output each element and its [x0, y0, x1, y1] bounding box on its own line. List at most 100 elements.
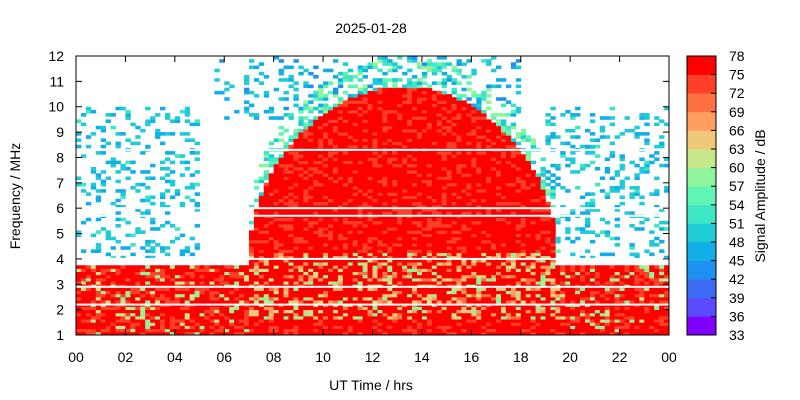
heatmap-cell	[248, 290, 255, 295]
heatmap-cell	[150, 322, 156, 326]
heatmap-cell	[436, 160, 443, 165]
heatmap-cell	[189, 322, 195, 326]
heatmap-cell	[496, 182, 502, 187]
heatmap-cell	[268, 281, 275, 285]
heatmap-cell	[347, 113, 354, 117]
heatmap-cell	[288, 195, 294, 200]
heatmap-cell	[298, 268, 304, 272]
heatmap-cell	[461, 62, 467, 66]
heatmap-cell	[313, 220, 319, 225]
heatmap-cell	[278, 277, 284, 282]
heatmap-cell	[303, 185, 309, 190]
heatmap-cell	[392, 78, 398, 82]
heatmap-cell	[382, 132, 388, 136]
heatmap-cell	[441, 205, 448, 209]
heatmap-cell	[342, 138, 349, 142]
heatmap-cell	[263, 271, 270, 276]
heatmap-cell	[244, 271, 250, 276]
heatmap-cell	[130, 265, 136, 269]
heatmap-cell	[412, 277, 418, 282]
heatmap-cell	[500, 300, 507, 304]
heatmap-cell	[85, 309, 92, 314]
heatmap-cell	[258, 258, 265, 263]
heatmap-cell	[313, 144, 319, 149]
heatmap-cell	[248, 325, 255, 330]
heatmap-cell	[105, 160, 111, 165]
heatmap-cell	[446, 331, 452, 336]
heatmap-cell	[347, 189, 354, 193]
heatmap-cell	[298, 312, 304, 317]
heatmap-cell	[298, 243, 304, 247]
heatmap-cell	[224, 116, 230, 120]
heatmap-cell	[209, 328, 215, 333]
heatmap-cell	[337, 192, 344, 196]
heatmap-cell	[204, 322, 210, 326]
heatmap-cell	[303, 182, 309, 187]
heatmap-cell	[318, 192, 324, 196]
heatmap-cell	[496, 300, 502, 304]
heatmap-cell	[466, 113, 472, 117]
heatmap-cell	[436, 331, 443, 336]
heatmap-cell	[387, 274, 393, 279]
heatmap-cell	[100, 268, 107, 272]
heatmap-cell	[248, 230, 255, 234]
heatmap-cell	[367, 109, 373, 114]
heatmap-cell	[160, 224, 166, 228]
heatmap-cell	[253, 78, 260, 82]
heatmap-cell	[332, 59, 339, 63]
heatmap-cell	[268, 296, 275, 301]
heatmap-cell	[476, 179, 482, 184]
heatmap-cell	[110, 125, 116, 130]
heatmap-cell	[337, 322, 344, 326]
heatmap-cell	[105, 236, 111, 241]
heatmap-cell	[150, 220, 156, 225]
heatmap-cell	[174, 274, 181, 279]
heatmap-cell	[332, 160, 339, 165]
heatmap-cell	[105, 277, 111, 282]
heatmap-cell	[347, 116, 354, 120]
heatmap-cell	[273, 56, 280, 60]
heatmap-cell	[115, 309, 121, 314]
heatmap-cell	[130, 281, 136, 285]
heatmap-cell	[382, 192, 388, 196]
heatmap-cell	[500, 160, 507, 165]
heatmap-cell	[426, 309, 433, 314]
heatmap-cell	[461, 296, 467, 301]
heatmap-cell	[214, 277, 220, 282]
heatmap-cell	[342, 312, 349, 317]
heatmap-cell	[332, 293, 339, 298]
heatmap-cell	[402, 163, 408, 168]
heatmap-cell	[357, 157, 364, 162]
heatmap-cell	[491, 319, 497, 323]
heatmap-cell	[461, 135, 467, 139]
heatmap-cell	[95, 322, 102, 326]
heatmap-cell	[505, 274, 512, 279]
heatmap-cell	[308, 71, 314, 76]
heatmap-cell	[486, 322, 492, 326]
heatmap-cell	[214, 281, 220, 285]
heatmap-cell	[436, 217, 443, 222]
heatmap-cell	[505, 331, 512, 336]
heatmap-cell	[471, 163, 477, 168]
heatmap-cell	[347, 78, 354, 82]
heatmap-cell	[436, 56, 443, 60]
heatmap-cell	[313, 192, 319, 196]
heatmap-cell	[441, 224, 448, 228]
heatmap-cell	[426, 132, 433, 136]
heatmap-cell	[155, 135, 161, 139]
heatmap-cell	[436, 220, 443, 225]
heatmap-cell	[115, 268, 121, 272]
heatmap-cell	[451, 262, 457, 266]
heatmap-cell	[466, 151, 472, 155]
heatmap-cell	[505, 217, 512, 222]
heatmap-cell	[105, 252, 111, 257]
heatmap-cell	[95, 217, 102, 222]
heatmap-cell	[505, 325, 512, 330]
heatmap-cell	[382, 182, 388, 187]
heatmap-cell	[481, 144, 487, 149]
heatmap-cell	[219, 290, 225, 295]
heatmap-cell	[110, 163, 116, 168]
heatmap-cell	[130, 243, 136, 247]
heatmap-cell	[332, 277, 339, 282]
heatmap-cell	[318, 258, 324, 263]
